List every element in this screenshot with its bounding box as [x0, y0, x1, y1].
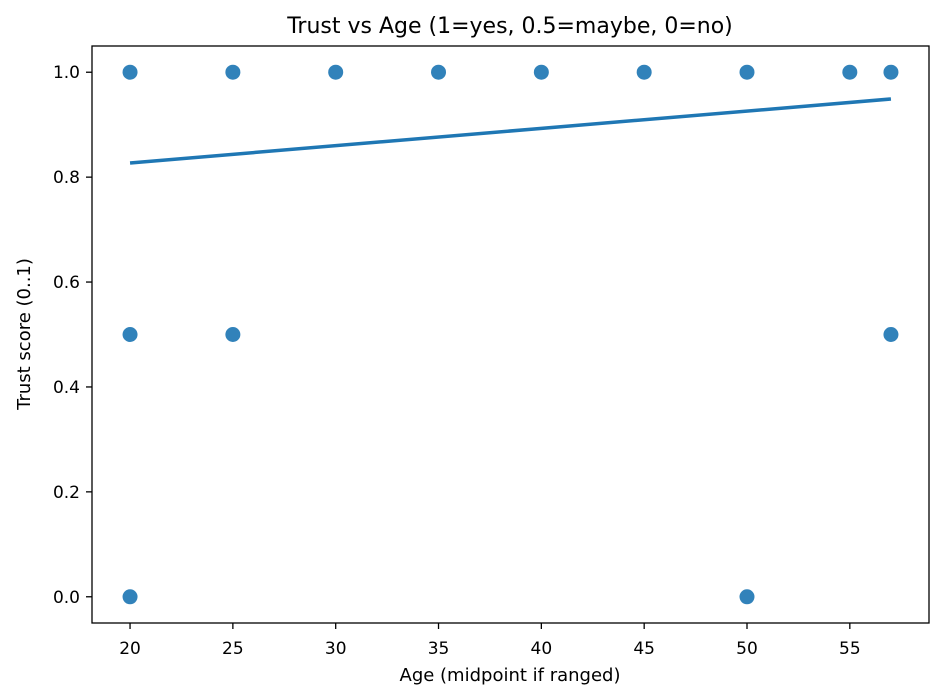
data-point: [225, 64, 241, 80]
data-point: [431, 64, 447, 80]
data-point: [533, 64, 549, 80]
x-tick-label: 40: [531, 639, 553, 659]
x-axis: 20 25 30 35 40 45 50 55: [119, 623, 861, 659]
y-tick-label: 0.6: [53, 273, 80, 293]
plot-area: [122, 64, 899, 605]
data-point: [122, 589, 138, 605]
x-tick-label: 45: [633, 639, 655, 659]
data-point: [636, 64, 652, 80]
y-tick-label: 0.4: [53, 378, 80, 398]
data-point: [225, 327, 241, 342]
chart-title: Trust vs Age (1=yes, 0.5=maybe, 0=no): [286, 14, 733, 39]
trend-line: [129, 97, 892, 165]
y-tick-label: 0.0: [53, 588, 80, 608]
x-tick-label: 20: [119, 639, 141, 659]
x-axis-label: Age (midpoint if ranged): [400, 665, 621, 686]
data-point: [883, 64, 899, 80]
data-point: [739, 589, 755, 605]
data-point: [883, 327, 899, 342]
y-axis-label: Trust score (0..1): [14, 258, 35, 411]
data-point: [739, 64, 755, 80]
data-point: [328, 64, 344, 80]
data-point: [122, 327, 138, 342]
y-axis: 0.0 0.2 0.4 0.6 0.8 1.0: [53, 63, 92, 608]
x-tick-label: 55: [839, 639, 861, 659]
x-tick-label: 25: [222, 639, 244, 659]
y-tick-label: 0.2: [53, 483, 80, 503]
y-tick-label: 1.0: [53, 63, 80, 83]
y-tick-label: 0.8: [53, 168, 80, 188]
x-tick-label: 50: [736, 639, 758, 659]
axes-frame: [91, 45, 930, 624]
x-tick-label: 35: [428, 639, 450, 659]
x-tick-label: 30: [325, 639, 347, 659]
data-point: [122, 64, 138, 80]
data-point: [842, 64, 858, 80]
